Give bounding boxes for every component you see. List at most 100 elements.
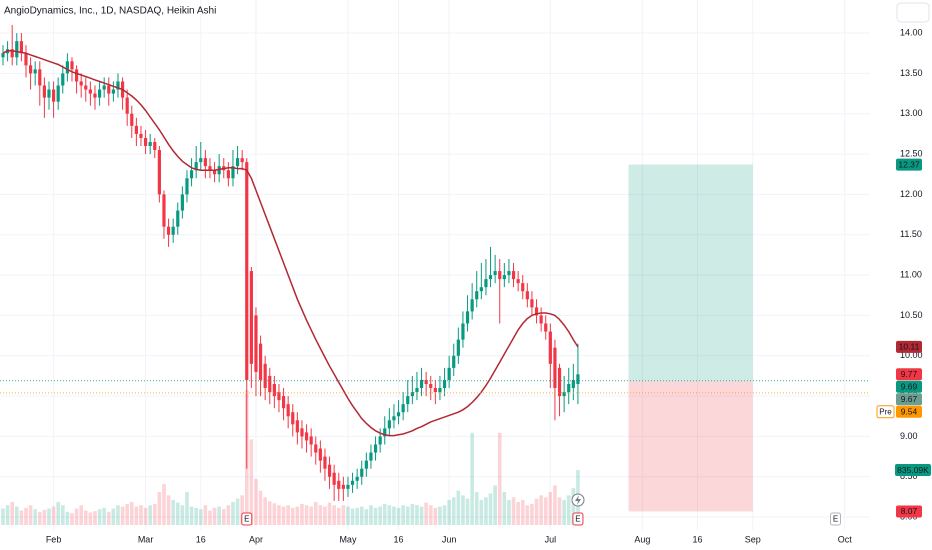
volume-bar — [323, 506, 327, 525]
candle-body — [360, 468, 364, 477]
price-label: 8.07 — [901, 506, 918, 516]
candle-body — [387, 420, 391, 429]
candle-body — [378, 436, 382, 445]
candle-body — [143, 137, 148, 147]
volume-bar — [129, 501, 134, 525]
volume-bar — [198, 509, 203, 525]
volume-bar — [488, 493, 493, 525]
volume-bar — [520, 499, 525, 525]
volume-bar — [507, 499, 511, 525]
candle-body — [576, 374, 580, 384]
candle-body — [84, 85, 88, 90]
volume-bar — [438, 506, 442, 525]
x-tick-label: Mar — [138, 534, 154, 544]
volume-bar — [102, 507, 106, 525]
target-zone — [628, 164, 753, 381]
earnings-label: E — [833, 515, 838, 524]
volume-bar — [226, 505, 231, 525]
candle-body — [539, 315, 543, 324]
x-tick-label: 16 — [196, 534, 206, 544]
candle-body — [401, 404, 405, 413]
candle-body — [419, 379, 424, 389]
candle-body — [111, 89, 115, 94]
overlays: 8.008.509.009.5010.0010.5011.0011.5012.0… — [0, 27, 931, 544]
candle-body — [33, 69, 37, 74]
volume-bar — [171, 499, 175, 525]
chart-title: AngioDynamics, Inc., 1D, NASDAQ, Heikin … — [4, 6, 216, 17]
volume-bar — [51, 506, 56, 525]
volume-bar — [180, 505, 185, 525]
volume-bar — [543, 497, 548, 525]
candle-body — [534, 307, 539, 316]
candle-body — [176, 210, 180, 227]
candle-body — [355, 476, 359, 481]
candle-body — [383, 428, 387, 437]
candle-body — [557, 367, 562, 397]
candle-body — [38, 69, 42, 86]
volume-bar — [562, 499, 566, 525]
alert-icon[interactable] — [571, 493, 585, 507]
position-tool[interactable] — [628, 164, 753, 512]
volume-bar — [65, 511, 70, 525]
candle-body — [488, 275, 493, 280]
volume-bar — [350, 508, 355, 525]
volume-bar — [364, 509, 369, 525]
candle-body — [258, 343, 263, 380]
candle-body — [341, 484, 345, 489]
volume-bar — [373, 507, 378, 525]
candle-body — [157, 150, 161, 195]
volume-bar — [37, 511, 42, 525]
candle-body — [447, 367, 451, 380]
candle-body — [88, 89, 92, 94]
volume-bar — [479, 499, 484, 525]
volume-bar — [162, 484, 166, 525]
candle-body — [235, 158, 240, 167]
candle-body — [392, 416, 396, 421]
candle-body — [15, 41, 19, 58]
candle-body — [249, 271, 253, 364]
candle-body — [19, 41, 23, 54]
candle-body — [180, 194, 184, 211]
earnings-label: E — [575, 515, 580, 524]
price-label-box — [896, 393, 922, 406]
volume-bar — [194, 507, 198, 525]
volume-bar — [451, 497, 456, 525]
volume-bar — [10, 501, 14, 525]
candle-body — [318, 448, 322, 461]
candle-body — [208, 166, 212, 171]
volume-bar — [424, 502, 428, 525]
volume-bar — [83, 510, 88, 525]
volume-bar — [442, 505, 447, 525]
volume-bar — [14, 506, 19, 525]
candle-body — [51, 89, 56, 102]
volume-bar — [461, 495, 465, 525]
volume-bar — [28, 505, 33, 525]
volume-bar — [332, 505, 336, 525]
volume-bar — [359, 506, 364, 525]
volume-bar — [553, 485, 557, 525]
candle-body — [116, 81, 120, 90]
price-label-box — [896, 340, 922, 353]
candle-body — [203, 158, 207, 167]
candle-body — [415, 388, 419, 393]
x-tick-label: Feb — [46, 534, 62, 544]
volume-bar — [157, 492, 162, 525]
candle-body — [1, 53, 5, 58]
volume-bar — [134, 506, 139, 525]
volume-bar — [281, 506, 286, 525]
y-tick-label: 8.50 — [900, 471, 918, 481]
price-label-box — [896, 158, 922, 171]
candle-body — [461, 323, 465, 340]
settings-button[interactable] — [896, 2, 930, 23]
volume-bar — [484, 497, 488, 525]
earnings-marker — [241, 512, 253, 526]
volume-bar — [272, 503, 277, 525]
price-label: 9.69 — [901, 382, 918, 392]
candle-body — [185, 178, 189, 195]
volume-bar — [258, 490, 263, 525]
price-label: 12.37 — [898, 159, 920, 169]
volume-bar — [304, 505, 309, 525]
candle-body — [304, 432, 309, 441]
candle-body — [74, 69, 79, 82]
candle-body — [571, 379, 575, 389]
